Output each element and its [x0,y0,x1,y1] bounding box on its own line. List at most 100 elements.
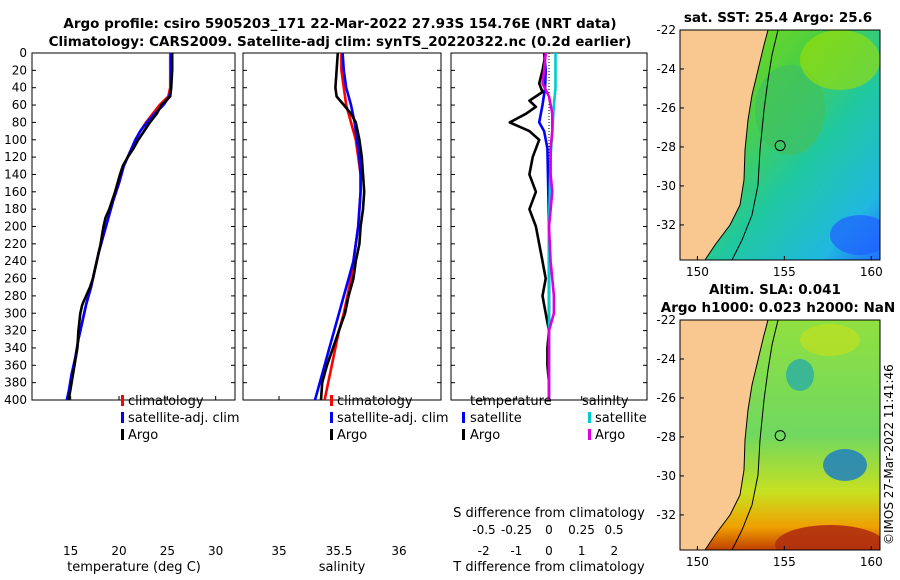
x-tick-label: 20 [111,544,126,558]
sla-map-title-2: Argo h1000: 0.023 h2000: NaN [661,300,895,316]
legend-swatch-argo [121,429,124,440]
map-y-tick-label: -22 [656,23,676,37]
s-diff-tick-label: 0 [545,523,553,537]
temperature-panel-frame [31,52,236,401]
map-y-tick-label: -26 [656,391,676,405]
sla-cold-eddy [823,449,867,481]
map-y-tick-label: -22 [656,313,676,327]
difference-plot: -2 -1 0 1 2 [451,52,647,558]
sla-map-ticks: 150 155 160 -22 -24 -26 -28 -30 -32 [656,313,882,569]
map-y-tick-label: -28 [656,140,676,154]
series-group [508,53,557,400]
depth-tick-label: 400 [4,393,27,407]
legend-salinity-title: salinity [582,394,629,409]
map-y-tick-label: -30 [656,179,676,193]
map-y-tick-label: -28 [656,430,676,444]
depth-tick-label: 120 [4,150,27,164]
map-y-tick-label: -32 [656,218,676,232]
x-tick-label: 1 [578,544,586,558]
map-x-tick-label: 150 [686,265,709,279]
sst-map [680,30,880,260]
legend-swatch-argo [330,429,333,440]
sst-cool-patch [830,215,880,255]
legend-swatch-t-argo [462,429,465,440]
depth-tick-label: 140 [4,167,27,181]
series-satellite-adj-clim [313,53,362,400]
series-group [313,53,366,400]
argo-position-marker [774,430,786,442]
legend-swatch-s-satellite [588,412,591,423]
legend-t-argo: Argo [470,428,500,443]
isobath-contour [731,30,779,260]
legend-swatch-climatology [121,395,124,406]
map-y-tick-label: -24 [656,62,676,76]
depth-tick-label: 380 [4,376,27,390]
legend-t-satellite: satellite [470,411,522,426]
legend-swatch-satellite [330,412,333,423]
x-tick-label: -2 [478,544,490,558]
salinity-plot: 35 35.5 36 [243,52,441,558]
depth-tick-label: 360 [4,358,27,372]
series-argo [319,53,366,400]
argo-position-marker [774,140,786,152]
map-y-tick-label: -30 [656,469,676,483]
depth-axis-ticks: 0 20 40 60 80 100 120 140 160 180 200 220 240 260 280 3… [4,46,27,407]
legend-satellite: satellite-adj. clim [128,411,240,426]
copyright-stamp: ©IMOS 27-Mar-2022 11:41:46 [882,364,896,545]
temperature-plot: 15 20 25 30 [32,52,235,558]
difference-legend-temperature: temperature satellite Argo [462,394,552,443]
s-diff-tick-label: 0.25 [568,523,595,537]
map-y-tick-label: -26 [656,101,676,115]
series-salinity-argo [541,53,556,400]
x-tick-label: 15 [63,544,78,558]
depth-tick-label: 20 [12,63,27,77]
depth-tick-label: 0 [19,46,27,60]
depth-tick-label: 220 [4,237,27,251]
land-mass [680,320,768,550]
depth-tick-label: 340 [4,341,27,355]
difference-xlabel: T difference from climatology [452,560,645,575]
s-diff-tick-label: 0.5 [604,523,623,537]
x-tick-label: 25 [160,544,175,558]
x-tick-label: 35.5 [326,544,353,558]
depth-tick-label: 80 [12,115,27,129]
depth-tick-label: 180 [4,202,27,216]
temperature-xlabel: temperature (deg C) [67,560,201,575]
depth-tick-label: 100 [4,133,27,147]
difference-top-xlabel: S difference from climatology [453,506,645,521]
map-x-tick-label: 155 [773,555,796,569]
sst-map-frame [679,29,881,261]
sst-map-title: sat. SST: 25.4 Argo: 25.6 [684,10,872,26]
depth-tick-label: 160 [4,185,27,199]
map-x-tick-label: 155 [773,265,796,279]
legend-swatch-t-satellite [462,412,465,423]
isobath-contour [731,320,779,550]
x-tick-label: -1 [510,544,522,558]
sla-eddy [786,359,814,391]
temperature-legend: climatology satellite-adj. clim Argo [121,394,240,443]
legend-swatch-satellite [121,412,124,423]
depth-tick-label: 240 [4,254,27,268]
map-y-tick-label: -32 [656,508,676,522]
coastline [704,320,769,550]
sla-high-patch [775,525,880,550]
map-x-tick-label: 160 [860,555,883,569]
legend-s-argo: Argo [595,428,625,443]
depth-tick-label: 280 [4,289,27,303]
legend-swatch-climatology [330,395,333,406]
sst-map-ticks: 150 155 160 -22 -24 -26 -28 -30 -32 [656,23,882,279]
salinity-legend: climatology satellite-adj. clim Argo [330,394,449,443]
x-tick-label: 35 [271,544,286,558]
x-tick-label: 30 [208,544,223,558]
series-argo [67,53,174,400]
sst-eddy-patch [755,65,825,155]
s-diff-tick-label: -0.25 [501,523,532,537]
depth-tick-label: 300 [4,306,27,320]
depth-tick-label: 40 [12,81,27,95]
series-group [65,53,174,400]
s-diff-tick-label: -0.5 [472,523,495,537]
legend-argo: Argo [337,428,367,443]
legend-satellite: satellite-adj. clim [337,411,449,426]
salinity-xlabel: salinity [319,560,366,575]
